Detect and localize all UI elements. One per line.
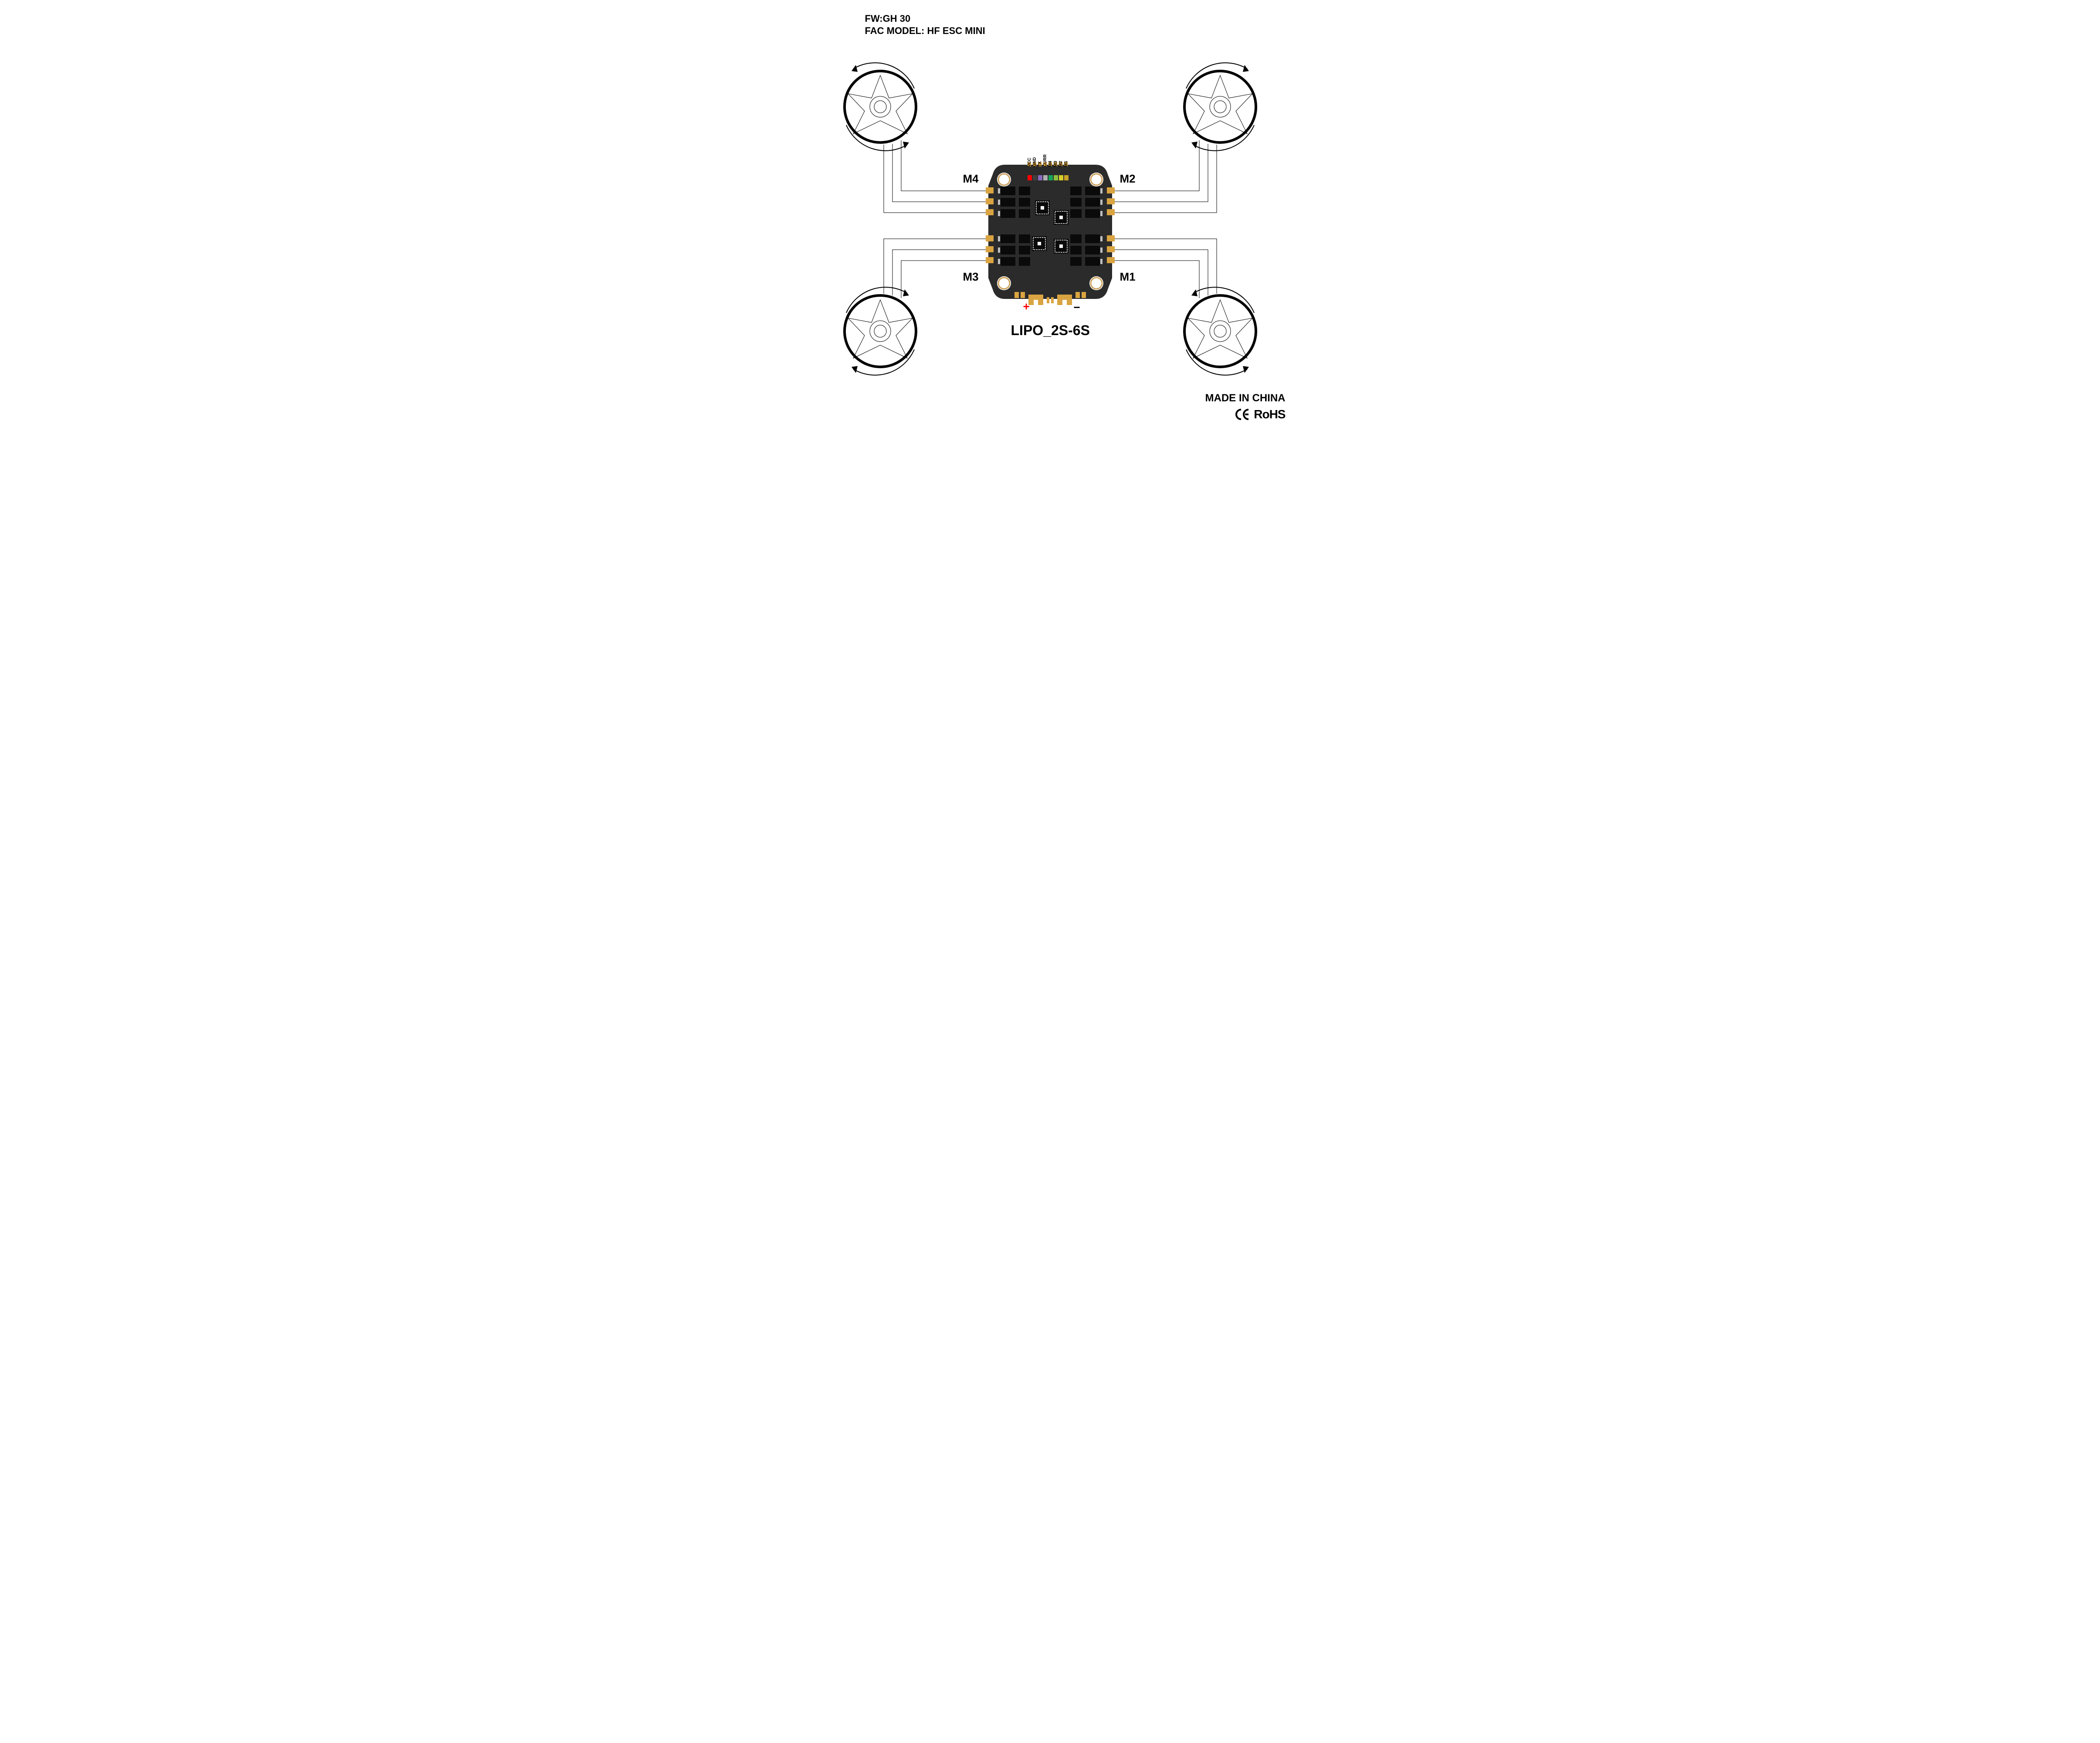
esc-board: [985, 161, 1116, 305]
rohs-label: RoHS: [1254, 407, 1285, 421]
label-m2: M2: [1120, 172, 1136, 186]
pin-vcc-label: VCC: [1027, 158, 1032, 167]
pin-m2-label: M2: [1058, 161, 1063, 167]
pin-m3-label: M3: [1053, 161, 1058, 167]
ce-mark-icon: [1235, 408, 1250, 420]
label-m3: M3: [963, 270, 979, 284]
diagram-canvas: FW:GH 30 FAC MODEL: HF ESC MINI: [789, 0, 1312, 436]
pin-m4-label: M4: [1048, 161, 1053, 167]
pin-m1-label: M1: [1064, 161, 1069, 167]
cert-badges: RoHS: [1235, 407, 1285, 421]
pin-curr-label: CURR: [1043, 154, 1048, 167]
pin-gnd-label: GND: [1032, 157, 1037, 167]
lipo-label: LIPO_2S-6S: [1011, 322, 1090, 339]
label-m4: M4: [963, 172, 979, 186]
label-m1: M1: [1120, 270, 1136, 284]
pin-tx-label: TX: [1038, 161, 1042, 167]
made-in-label: MADE IN CHINA: [1205, 392, 1286, 404]
polarity-minus: −: [1074, 301, 1080, 314]
polarity-plus: +: [1023, 300, 1030, 313]
